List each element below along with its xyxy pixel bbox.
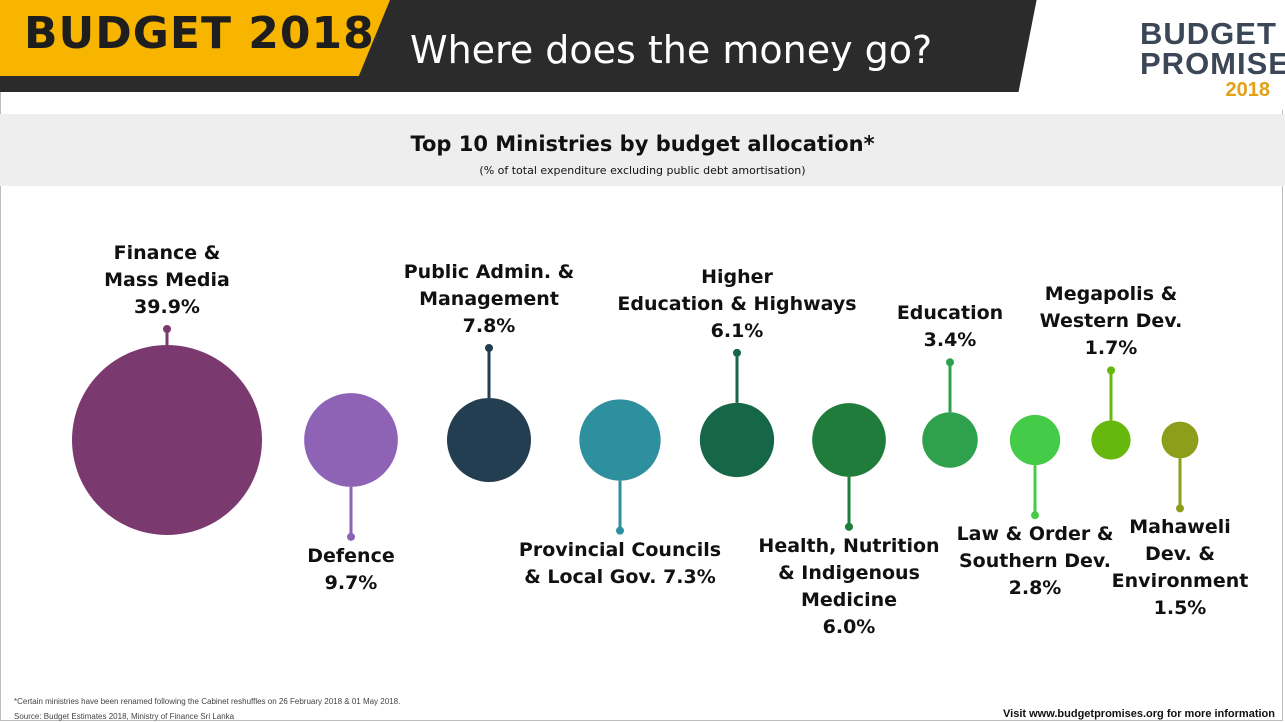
budget-badge-text: BUDGET 2018 xyxy=(24,8,375,59)
bubble xyxy=(579,399,661,481)
bubble xyxy=(699,402,775,478)
bubble-label-line: Megapolis & xyxy=(1044,283,1178,306)
page-headline: Where does the money go? xyxy=(410,28,933,72)
bubble-label-line: Mass Media xyxy=(104,269,230,291)
bubble-label-line: & Local Gov. 7.3% xyxy=(524,565,716,588)
bubble-label-line: Mahaweli xyxy=(1129,516,1231,539)
logo-year: 2018 xyxy=(1225,79,1271,101)
connector-dot xyxy=(1107,366,1115,375)
chart-title-band xyxy=(0,114,1285,186)
footnote: *Certain ministries have been renamed fo… xyxy=(14,697,401,706)
chart-subtitle: (% of total expenditure excluding public… xyxy=(479,164,806,177)
bubble-label: Law & Order & Southern Dev. 2.8% xyxy=(957,521,1114,602)
bubble-label-line: Finance & xyxy=(113,242,221,264)
bubble-label: Megapolis & Western Dev. 1.7% xyxy=(1040,281,1183,362)
bubble-label: Mahaweli Dev. & Environment 1.5% xyxy=(1112,514,1249,622)
bubble-label-line: Dev. & xyxy=(1145,543,1215,566)
bubble-label: Provincial Councils & Local Gov. 7.3% xyxy=(519,537,721,591)
bubble-label: Public Admin. & Management 7.8% xyxy=(404,259,575,340)
bubble-label-line: 9.7% xyxy=(324,571,378,594)
bubble-label-line: Public Admin. & xyxy=(403,260,575,283)
connector-dot xyxy=(946,358,954,367)
bubble-label-line: Defence xyxy=(307,544,395,567)
bubble-label-line: Management xyxy=(419,287,559,310)
connector-dot xyxy=(845,522,853,531)
bubble xyxy=(812,403,886,477)
bubble xyxy=(922,412,978,468)
bubble-label-line: 39.9% xyxy=(134,296,200,318)
bubble-label: Defence 9.7% xyxy=(307,543,395,597)
bubble-label-line: Higher xyxy=(701,265,773,288)
bubble xyxy=(1009,414,1061,466)
bubble-label-line: Provincial Councils xyxy=(518,538,722,561)
bubble xyxy=(1091,420,1131,460)
logo-line-2: PROMISES xyxy=(1140,46,1285,81)
bubble-label-line: Education & Highways xyxy=(617,292,857,315)
connector-dot xyxy=(347,532,355,541)
budget-promises-logo: BUDGET PROMISES 2018 xyxy=(1130,14,1285,104)
bubble xyxy=(1161,421,1199,459)
bubble-label-line: Environment xyxy=(1111,570,1249,593)
bubble-label-line: Medicine xyxy=(800,588,898,611)
bubble xyxy=(304,393,398,487)
connector-dot xyxy=(616,526,624,535)
bubble-label-line: Law & Order & xyxy=(956,523,1114,546)
connector-dot xyxy=(1176,504,1184,513)
chart-title: Top 10 Ministries by budget allocation* xyxy=(410,132,875,156)
connector-dot xyxy=(733,348,741,357)
bubble-label-line: 3.4% xyxy=(923,329,977,352)
bubble-label-line: 2.8% xyxy=(1008,577,1062,600)
bubble-label-line: Health, Nutrition xyxy=(758,534,940,557)
bubble xyxy=(72,345,262,535)
bubble-label-line: & Indigenous xyxy=(778,561,920,584)
bubble-label: Education 3.4% xyxy=(897,300,1003,354)
bubble xyxy=(446,397,532,483)
bubble-label: Finance & Mass Media 39.9% xyxy=(104,240,230,321)
visit-link-text: Visit www.budgetpromises.org for more in… xyxy=(1003,708,1275,720)
bubble-label: Health, Nutrition & Indigenous Medicine 6.0… xyxy=(758,533,939,641)
bubble-label-line: Western Dev. xyxy=(1039,310,1183,333)
budget-badge: BUDGET 2018 xyxy=(0,0,390,76)
logo-backdrop xyxy=(1015,0,1285,110)
connector-dot xyxy=(1031,511,1039,520)
source-note: Source: Budget Estimates 2018, Ministry … xyxy=(14,712,235,721)
connector-dot xyxy=(163,325,171,333)
bubble-label-line: 6.1% xyxy=(710,319,764,342)
logo-line-1: BUDGET xyxy=(1140,16,1277,51)
bubble-label-line: 7.8% xyxy=(462,314,516,337)
bubble-label-line: 1.7% xyxy=(1084,337,1138,360)
bubble-label-line: 6.0% xyxy=(822,615,876,638)
bubble-label-line: Southern Dev. xyxy=(959,550,1111,573)
bubble-label: Higher Education & Highways 6.1% xyxy=(617,264,856,345)
connector-dot xyxy=(485,343,493,352)
bubble-label-line: 1.5% xyxy=(1153,597,1207,620)
bubble-label-line: Education xyxy=(896,302,1004,325)
